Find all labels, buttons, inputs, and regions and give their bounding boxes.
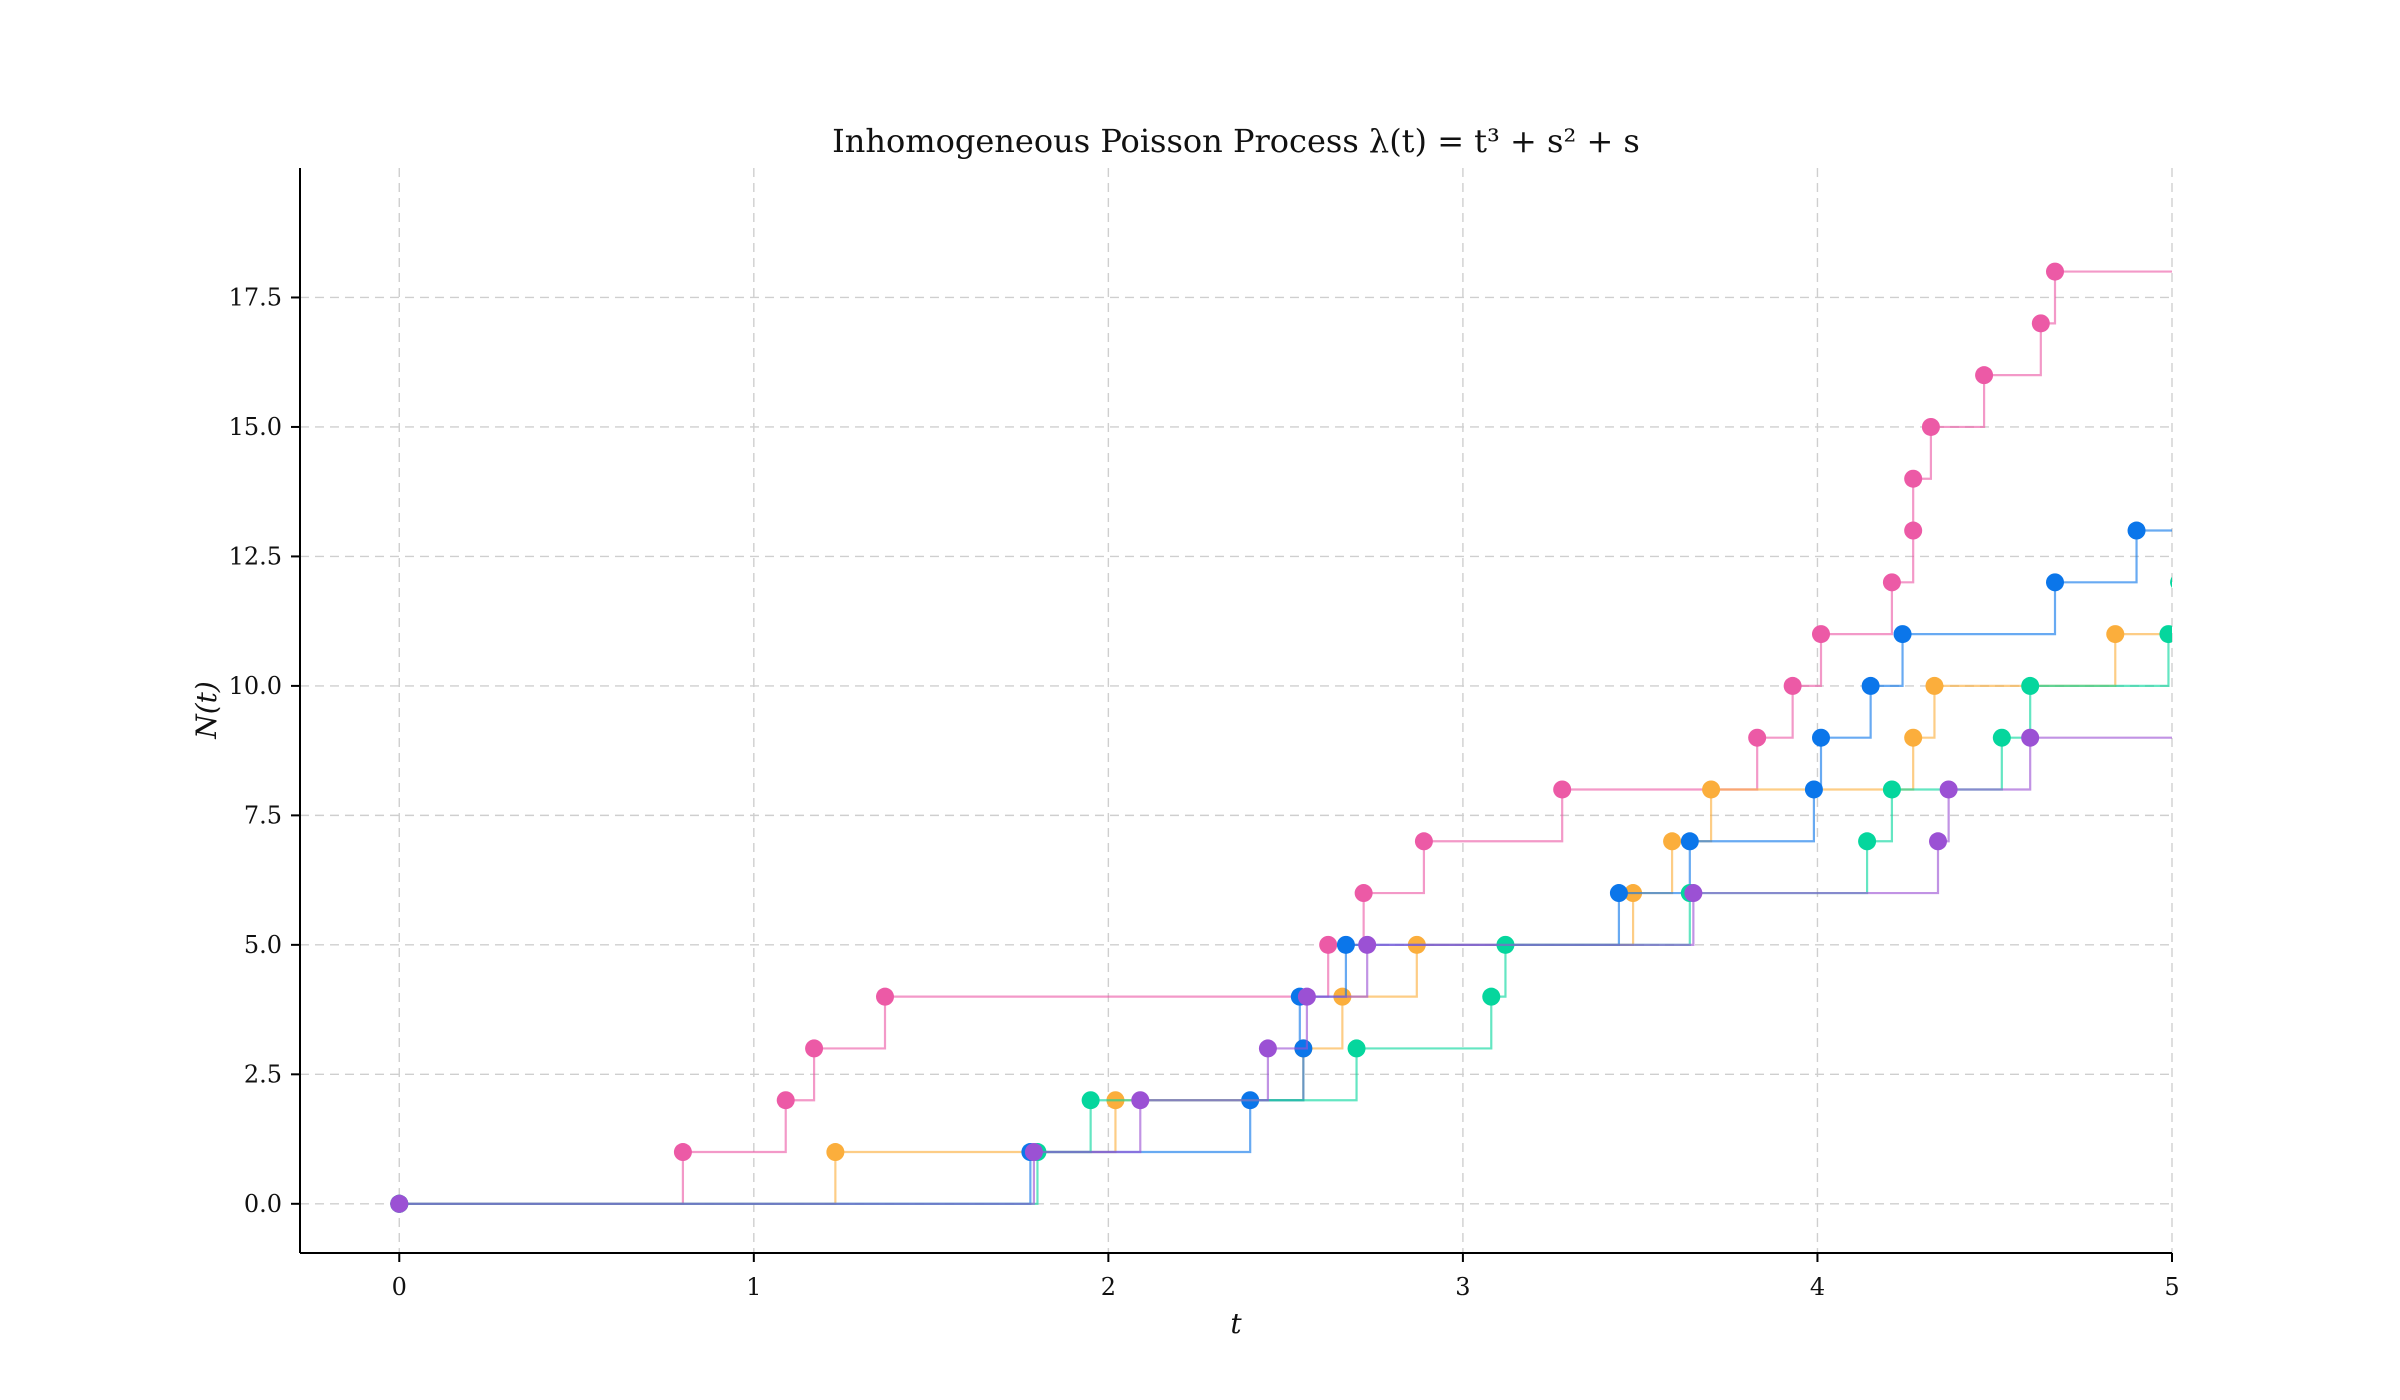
series-1-point (1921, 417, 1940, 436)
series-1-point (1812, 625, 1830, 644)
series-5-point (1358, 935, 1377, 954)
series-2-point (1663, 832, 1682, 851)
series-4-point (2170, 576, 2172, 588)
series-1-point (1354, 884, 1373, 903)
series-5-point (1929, 832, 1947, 851)
series-1-point (1319, 935, 1338, 954)
series-4-point (1992, 728, 2011, 747)
series-layer (390, 262, 2172, 1213)
series-2 (390, 625, 2172, 1213)
y-tick-label: 15.0 (229, 413, 282, 441)
series-3-point (2046, 573, 2064, 592)
series-5-point (1684, 884, 1703, 903)
series-1-point (2046, 262, 2064, 281)
chart-title: Inhomogeneous Poisson Process λ(t) = t³ … (832, 122, 1640, 160)
y-tick-label: 0.0 (244, 1190, 282, 1218)
x-tick-label: 3 (1455, 1273, 1470, 1301)
series-3 (390, 521, 2172, 1213)
series-5-point (1024, 1143, 1043, 1162)
series-5-step-line (399, 736, 2172, 1205)
series-4-point (1347, 1039, 1366, 1058)
x-ticks: 0 1 2 3 4 5 (392, 1253, 2180, 1301)
series-5-point (2021, 728, 2040, 747)
series-1-point (876, 987, 894, 1006)
series-3-point (1893, 625, 1912, 644)
y-tick-label: 7.5 (244, 801, 282, 829)
x-tick-label: 5 (2164, 1273, 2179, 1301)
series-5-point (1939, 780, 1958, 799)
series-1-point (2031, 314, 2050, 333)
series-2-point (1702, 780, 1721, 799)
y-ticks: 0.0 2.5 5.0 7.5 10.0 12.5 15.0 17.5 (229, 283, 300, 1218)
x-tick-label: 0 (392, 1273, 407, 1301)
series-1-point (776, 1091, 795, 1110)
series-1-point (1904, 521, 1923, 540)
y-tick-label: 2.5 (244, 1060, 282, 1088)
x-axis-label: t (1230, 1307, 1242, 1340)
grid (300, 168, 2173, 1253)
series-4-point (1882, 780, 1901, 799)
series-4-point (1858, 832, 1877, 851)
series-3-point (1680, 832, 1699, 851)
series-1-point (1904, 469, 1923, 488)
series-5-point (1297, 987, 1316, 1006)
series-2-step-line (399, 633, 2172, 1205)
series-3-point (1861, 676, 1880, 695)
series-4-point (1482, 987, 1501, 1006)
series-1-point (1414, 832, 1433, 851)
series-2-point (1904, 728, 1923, 747)
series-3-point (1336, 935, 1355, 954)
series-2-point (2106, 625, 2125, 644)
series-4-point (1081, 1091, 1100, 1110)
series-5 (390, 728, 2172, 1213)
y-tick-label: 10.0 (229, 672, 282, 700)
x-tick-label: 1 (746, 1273, 761, 1301)
series-1-point (1975, 366, 1994, 385)
series-3-point (1804, 780, 1823, 799)
series-3-point (1609, 884, 1628, 903)
series-1-point (1882, 573, 1901, 592)
series-2-point (826, 1143, 845, 1162)
series-5-point (1258, 1039, 1277, 1058)
series-1-point (1553, 780, 1572, 799)
series-4-point (2159, 625, 2172, 644)
series-3-point (1812, 728, 1830, 747)
y-tick-label: 17.5 (229, 283, 282, 311)
series-5-point (1131, 1091, 1150, 1110)
y-axis-label: N(t) (190, 681, 223, 740)
x-tick-label: 4 (1810, 1273, 1825, 1301)
axes (299, 168, 2172, 1254)
series-2-point (1925, 676, 1944, 695)
series-1-point (673, 1143, 692, 1162)
y-tick-label: 5.0 (244, 931, 282, 959)
series-3-point (2127, 521, 2146, 540)
series-4-point (2021, 676, 2040, 695)
x-tick-label: 2 (1101, 1273, 1116, 1301)
series-5-point (390, 1194, 409, 1213)
series-1-point (805, 1039, 824, 1058)
y-tick-label: 12.5 (229, 542, 282, 570)
series-1-point (1783, 676, 1802, 695)
series-1-point (1748, 728, 1767, 747)
